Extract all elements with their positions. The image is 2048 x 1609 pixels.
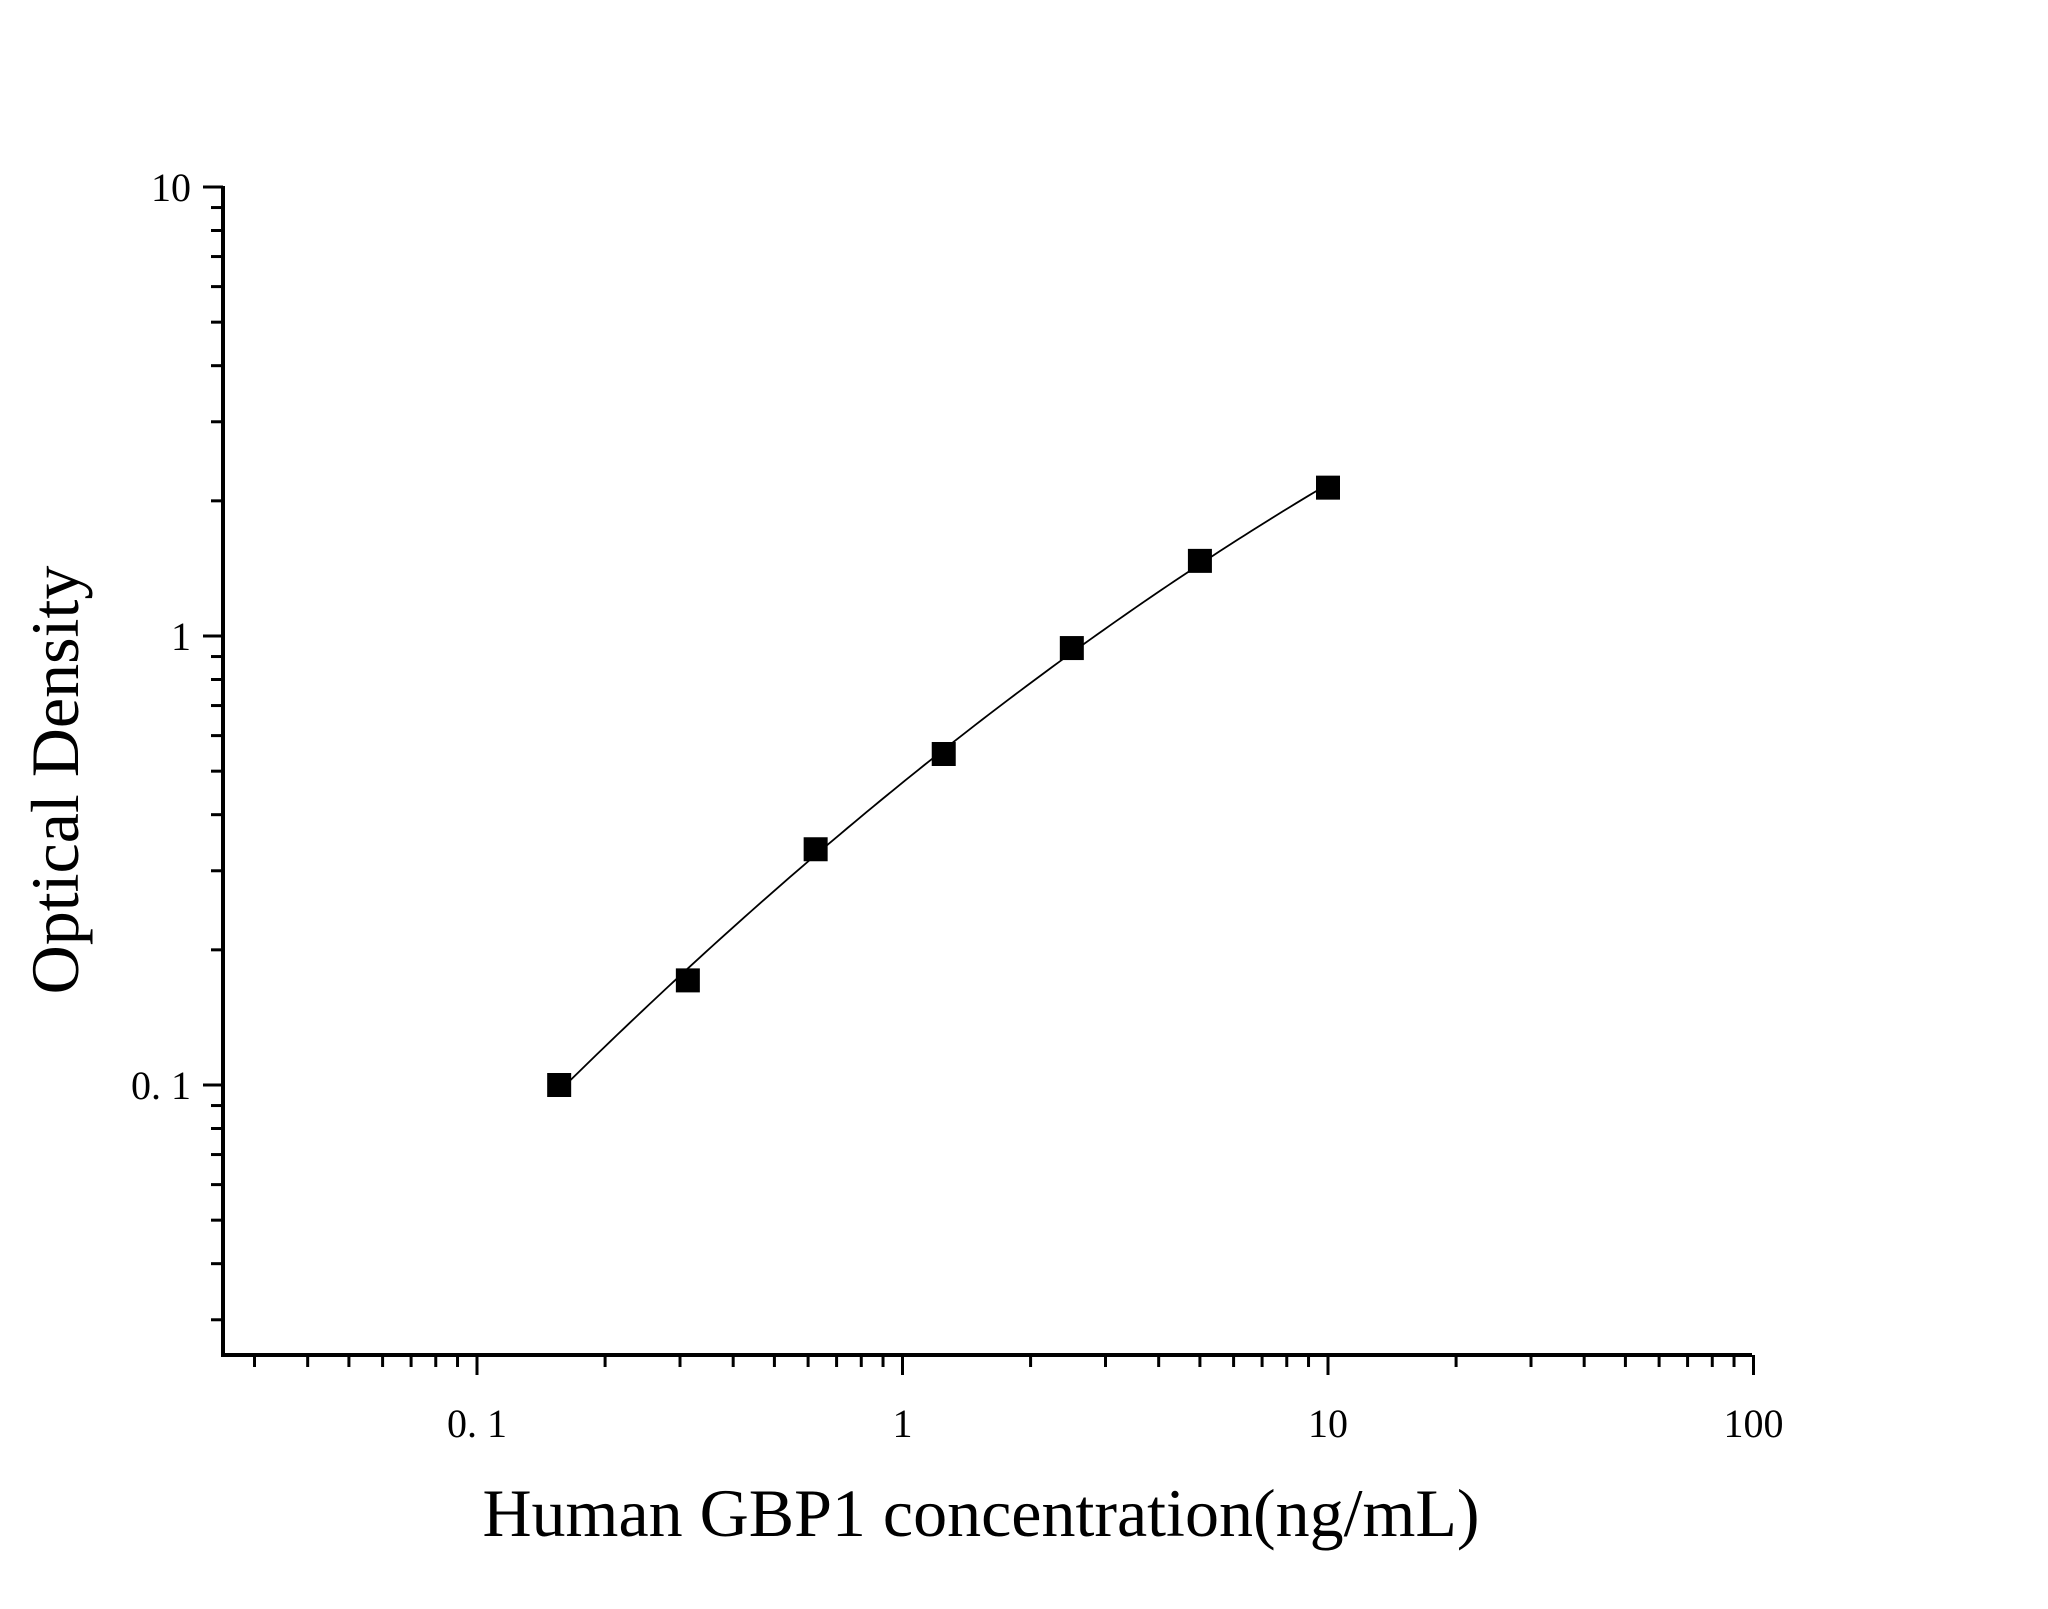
data-point	[803, 837, 828, 862]
x-tick-label: 1	[893, 1401, 913, 1446]
y-tick-label: 10	[151, 165, 191, 210]
y-tick-label: 0. 1	[131, 1063, 191, 1108]
y-axis-title: Optical Density	[17, 566, 93, 995]
x-axis-ticks: 0. 1 1 10 100	[253, 1355, 1784, 1446]
x-tick-label: 10	[1308, 1401, 1348, 1446]
x-tick-label: 0. 1	[447, 1401, 507, 1446]
data-points	[547, 475, 1340, 1097]
data-point	[675, 968, 700, 993]
data-point	[547, 1073, 572, 1097]
axes	[221, 186, 1752, 1357]
fit-curve-layer	[558, 483, 1329, 1092]
x-tick-label: 100	[1724, 1401, 1784, 1446]
y-tick-label: 1	[171, 614, 191, 659]
x-axis-title: Human GBP1 concentration(ng/mL)	[482, 1475, 1479, 1551]
fit-curve	[558, 483, 1329, 1092]
data-point	[1059, 636, 1084, 661]
data-point	[1187, 548, 1212, 573]
data-point	[931, 742, 956, 767]
y-axis-ticks: 0. 1 1 10	[131, 165, 223, 1322]
data-point	[1316, 475, 1340, 500]
